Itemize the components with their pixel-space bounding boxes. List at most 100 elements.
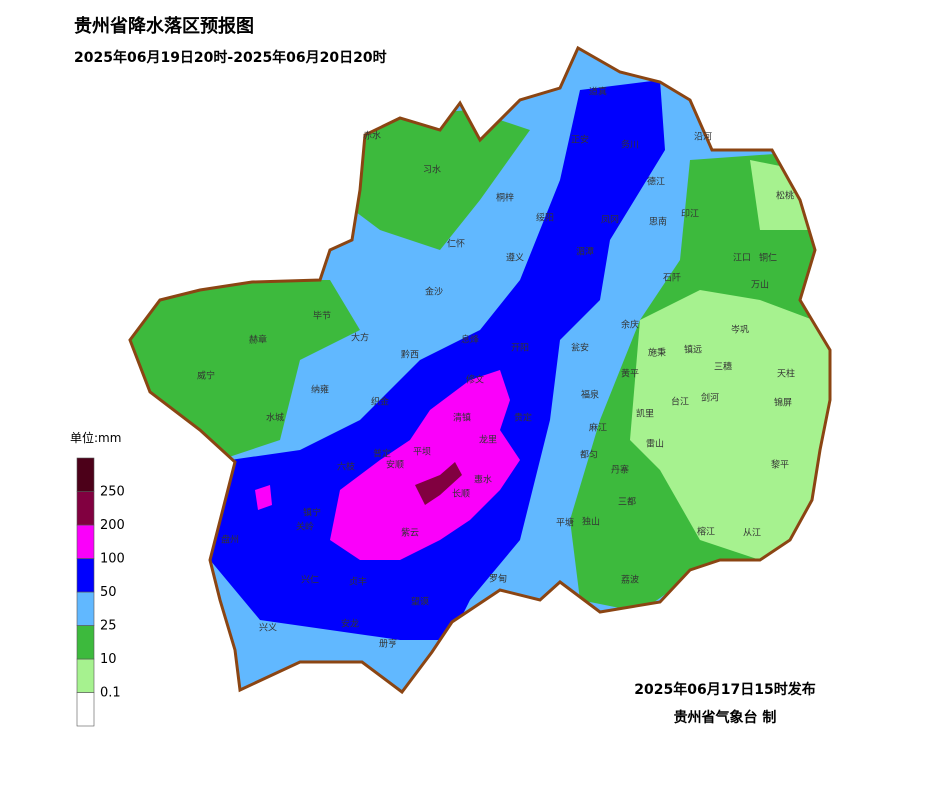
county-label: 剑河: [701, 392, 719, 404]
county-label: 丹寨: [611, 464, 629, 476]
county-label: 普定: [373, 448, 391, 460]
zone-100-200: [255, 370, 520, 560]
county-label: 江口: [733, 253, 751, 264]
county-label: 盘州: [221, 534, 239, 546]
county-label: 安顺: [386, 459, 404, 471]
title: 贵州省降水落区预报图: [74, 15, 254, 37]
county-label: 从江: [743, 528, 761, 539]
county-label: 长顺: [452, 488, 470, 500]
county-label: 水城: [266, 412, 284, 424]
county-label: 余庆: [621, 319, 639, 331]
county-label: 铜仁: [759, 252, 777, 264]
county-label: 正安: [571, 134, 589, 146]
county-label: 石阡: [663, 273, 681, 284]
county-label: 独山: [582, 516, 600, 528]
county-label: 惠水: [474, 474, 492, 486]
county-label: 习水: [423, 164, 441, 176]
county-label: 荔波: [621, 574, 639, 586]
zone-200-250: [415, 462, 462, 505]
county-label: 印江: [681, 208, 699, 220]
legend-label: 10: [100, 652, 117, 667]
county-label: 镇远: [684, 344, 702, 356]
county-label: 万山: [751, 280, 769, 291]
county-label: 息烽: [461, 334, 479, 346]
county-label: 织金: [371, 396, 389, 408]
county-label: 遵义: [506, 252, 524, 264]
legend-label: 0.1: [100, 686, 121, 701]
county-label: 黄平: [621, 368, 639, 380]
county-label: 台江: [671, 396, 689, 408]
county-label: 黎平: [771, 459, 789, 471]
county-label: 桐梓: [496, 192, 514, 204]
county-label: 平坝: [413, 447, 431, 458]
county-label: 施秉: [648, 347, 666, 359]
county-label: 修文: [466, 374, 484, 386]
legend-unit: 单位:mm: [70, 430, 121, 445]
county-label: 天柱: [777, 368, 795, 380]
county-label: 赫章: [249, 334, 267, 346]
county-label: 罗甸: [489, 573, 507, 585]
county-label: 开阳: [511, 343, 529, 354]
county-label: 贞丰: [349, 576, 367, 588]
county-label: 瓮安: [571, 342, 589, 354]
county-label: 凯里: [636, 408, 654, 420]
county-label: 兴仁: [301, 574, 319, 586]
county-label: 纳雍: [311, 384, 329, 396]
legend: 0.1 10 25 50 100 200 250: [76, 457, 125, 727]
county-label: 六枝: [337, 461, 355, 473]
legend-label: 100: [100, 552, 125, 567]
county-label: 思南: [649, 216, 667, 228]
county-label: 道真: [589, 86, 607, 98]
zone-50-100: [210, 80, 665, 640]
county-label: 三穗: [714, 361, 732, 373]
county-label: 兴义: [259, 623, 277, 634]
county-label: 沿河: [694, 131, 712, 143]
legend-swatch: [76, 658, 95, 693]
county-label: 毕节: [313, 310, 331, 322]
legend-swatch: [76, 692, 95, 727]
agency: 贵州省气象台 制: [674, 709, 777, 726]
county-label: 册亨: [379, 638, 397, 650]
rain-zones: [130, 48, 830, 692]
zone-0-10: [630, 160, 830, 560]
county-label: 福泉: [581, 389, 599, 401]
county-label: 都匀: [580, 449, 598, 461]
county-label: 仁怀: [447, 238, 465, 250]
legend-label: 25: [100, 619, 117, 634]
county-label: 雷山: [646, 439, 664, 450]
county-label: 德江: [647, 176, 665, 188]
county-label: 湄潭: [576, 247, 594, 258]
legend-swatch: [76, 457, 95, 492]
county-label: 大方: [351, 332, 369, 344]
county-label: 锦屏: [774, 397, 792, 409]
county-label: 松桃: [776, 190, 794, 202]
legend-label: 50: [100, 585, 117, 600]
county-label: 凤冈: [601, 215, 619, 226]
county-label: 榕江: [697, 526, 715, 538]
county-label: 平塘: [556, 517, 574, 529]
county-label: 贵定: [514, 412, 532, 424]
county-label: 岑巩: [731, 324, 749, 336]
county-label: 望谟: [411, 596, 429, 608]
legend-swatch: [76, 591, 95, 626]
legend-swatch: [76, 524, 95, 559]
county-label: 麻江: [589, 422, 607, 434]
county-label: 绥阳: [536, 213, 554, 224]
legend-swatch: [76, 558, 95, 593]
legend-label: 200: [100, 518, 125, 533]
county-label: 镇宁: [303, 507, 321, 519]
county-label: 威宁: [197, 370, 215, 382]
legend-swatch: [76, 625, 95, 660]
subtitle: 2025年06月19日20时-2025年06月20日20时: [74, 49, 387, 66]
county-label: 安龙: [341, 618, 359, 630]
legend-label: 250: [100, 485, 125, 500]
county-label: 三都: [618, 497, 636, 508]
legend-swatch: [76, 491, 95, 526]
issue-time: 2025年06月17日15时发布: [634, 681, 815, 698]
county-label: 清镇: [453, 412, 471, 424]
county-label: 黔西: [401, 349, 419, 361]
county-label: 务川: [621, 139, 639, 151]
county-label: 赤水: [363, 130, 381, 142]
